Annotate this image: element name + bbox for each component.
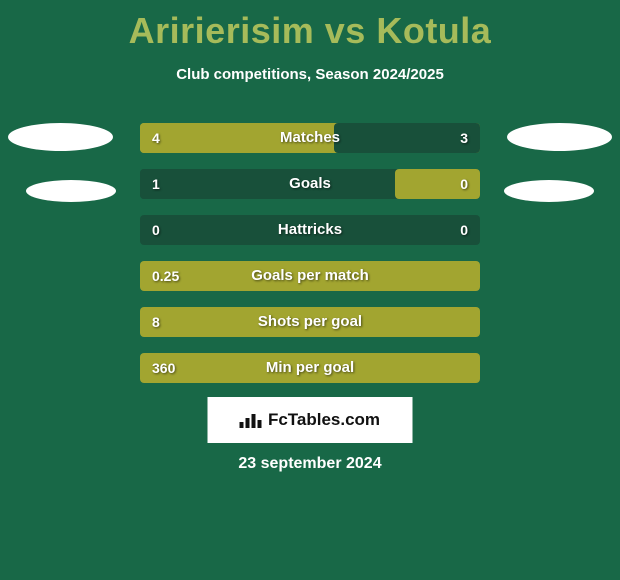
- stat-label: Min per goal: [140, 353, 480, 383]
- player2-name: Kotula: [376, 10, 491, 51]
- comparison-title: Aririerisim vs Kotula: [0, 0, 620, 52]
- stat-label: Matches: [140, 123, 480, 153]
- stat-label: Hattricks: [140, 215, 480, 245]
- stat-row: 43Matches: [140, 123, 480, 153]
- stat-row: 0.25Goals per match: [140, 261, 480, 291]
- team1-crest-placeholder-small: [26, 180, 116, 202]
- vs-text: vs: [325, 10, 366, 51]
- season-subtitle: Club competitions, Season 2024/2025: [0, 66, 620, 83]
- brand-name: FcTables.com: [268, 410, 380, 430]
- stat-row: 10Goals: [140, 169, 480, 199]
- team1-crest-placeholder: [8, 123, 113, 151]
- stat-label: Shots per goal: [140, 307, 480, 337]
- stat-label: Goals: [140, 169, 480, 199]
- team2-crest-placeholder: [507, 123, 612, 151]
- stat-row: 8Shots per goal: [140, 307, 480, 337]
- player1-name: Aririerisim: [129, 10, 315, 51]
- team2-crest-placeholder-small: [504, 180, 594, 202]
- brand-logo[interactable]: FcTables.com: [208, 397, 413, 443]
- generation-date: 23 september 2024: [0, 455, 620, 473]
- stat-row: 360Min per goal: [140, 353, 480, 383]
- bar-chart-icon: [240, 412, 262, 428]
- stat-row: 00Hattricks: [140, 215, 480, 245]
- stats-bars: 43Matches 10Goals 00Hattricks 0.25Goals per…: [140, 123, 480, 399]
- stat-label: Goals per match: [140, 261, 480, 291]
